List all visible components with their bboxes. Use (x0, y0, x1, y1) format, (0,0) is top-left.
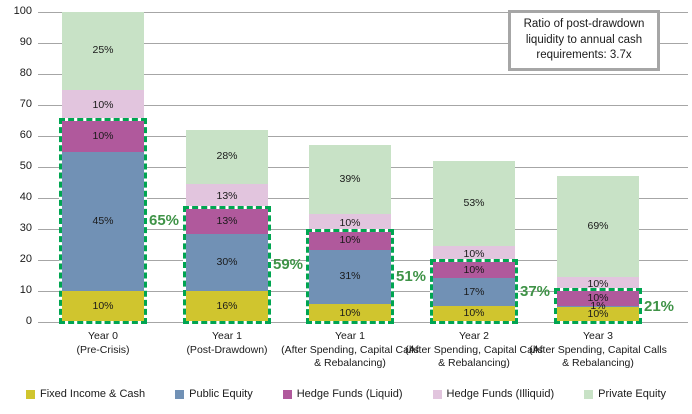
y-axis-tick-label: 80 (19, 67, 32, 79)
bar-segment (433, 262, 515, 279)
category-year-label: Year 0 (88, 330, 118, 342)
y-axis-tick-label: 100 (13, 5, 32, 17)
y-axis-tick-label: 40 (19, 191, 32, 203)
legend-item: Hedge Funds (Illiquid) (432, 388, 555, 400)
gridline (38, 12, 688, 13)
bar-segment (62, 151, 144, 291)
bar-segment (433, 278, 515, 306)
liquidity-highlight-box (430, 259, 518, 324)
bar-segment (309, 231, 391, 250)
y-axis-tick-label: 20 (19, 253, 32, 265)
liquidity-percent-label: 37% (520, 283, 551, 301)
liquidity-highlight-box (183, 205, 271, 324)
bar-segment (557, 176, 639, 277)
bar-segment (433, 160, 515, 247)
gridline (38, 136, 688, 137)
category-year-label: Year 1 (335, 330, 365, 342)
legend-item: Public Equity (175, 388, 253, 400)
gridline (38, 43, 688, 44)
category-sub-label: (Pre-Crisis) (76, 343, 130, 356)
bar-segment (309, 249, 391, 305)
bar-segment (186, 129, 268, 184)
liquidity-percent-label: 59% (273, 256, 304, 274)
liquidity-highlight-box (306, 228, 394, 324)
category-year-label: Year 2 (459, 330, 489, 342)
bar-segment (62, 89, 144, 121)
bar-segment (557, 307, 639, 322)
x-axis-category-label: Year 2 (After Spending, Capital Calls & R… (404, 330, 544, 371)
category-sub-label: (Post-Drawdown) (186, 343, 268, 356)
bar-segment (62, 12, 144, 90)
category-year-label: Year 1 (212, 330, 242, 342)
bar-segment (433, 246, 515, 263)
annotation-text: Ratio of post-drawdown liquidity to annu… (523, 18, 645, 62)
x-axis-category-label: Year 1 (After Spending, Capital Calls & R… (280, 330, 420, 371)
y-axis-tick-label: 70 (19, 98, 32, 110)
liquidity-highlight-box (59, 117, 147, 324)
bar-segment (557, 305, 639, 308)
legend-item-label: Private Equity (598, 388, 667, 400)
legend-color-swatch (584, 389, 594, 399)
legend-item-label: Hedge Funds (Illiquid) (446, 388, 555, 400)
gridline (38, 105, 688, 106)
legend-color-swatch (175, 389, 185, 399)
legend-item-label: Public Equity (189, 388, 253, 400)
y-axis-tick-label: 90 (19, 36, 32, 48)
bar-segment (309, 304, 391, 322)
y-axis-tick-label: 0 (25, 315, 32, 327)
liquidity-percent-label: 21% (644, 297, 675, 315)
liquidity-percent-label: 51% (396, 267, 427, 285)
bar-segment (309, 145, 391, 215)
y-axis-tick-label: 30 (19, 222, 32, 234)
liquidity-percent-label: 65% (149, 212, 180, 230)
category-sub-label: (After Spending, Capital Calls & Rebalan… (281, 343, 419, 370)
category-sub-label: (After Spending, Capital Calls & Rebalan… (529, 343, 667, 370)
legend-item: Private Equity (584, 388, 666, 400)
legend-item-label: Hedge Funds (Liquid) (296, 388, 403, 400)
y-axis-tick-label: 10 (19, 284, 32, 296)
bar-segment (62, 291, 144, 322)
bar-segment (186, 291, 268, 322)
legend-color-swatch (432, 389, 442, 399)
bar-segment (186, 208, 268, 234)
bar-segment (186, 183, 268, 209)
chart-legend: Fixed Income & Cash Public Equity Hedge Fu… (0, 388, 692, 400)
x-axis-category-label: Year 1 (Post-Drawdown) (157, 330, 297, 357)
category-sub-label: (After Spending, Capital Calls & Rebalan… (405, 343, 543, 370)
legend-item: Fixed Income & Cash (25, 388, 146, 400)
legend-color-swatch (282, 389, 292, 399)
bar-segment (309, 214, 391, 232)
legend-color-swatch (25, 389, 35, 399)
legend-item: Hedge Funds (Liquid) (282, 388, 403, 400)
bar-segment (557, 276, 639, 292)
bar-segment (433, 305, 515, 322)
legend-item-label: Fixed Income & Cash (39, 388, 146, 400)
category-year-label: Year 3 (583, 330, 613, 342)
bar-segment (62, 120, 144, 152)
y-axis-tick-label: 50 (19, 160, 32, 172)
bar-segment (557, 291, 639, 306)
x-axis-category-label: Year 0 (Pre-Crisis) (33, 330, 173, 357)
annotation-box: Ratio of post-drawdown liquidity to annu… (508, 10, 660, 71)
bar-segment (186, 233, 268, 292)
gridline (38, 74, 688, 75)
liquidity-highlight-box (554, 288, 642, 324)
x-axis-category-label: Year 3 (After Spending, Capital Calls & R… (528, 330, 668, 371)
y-axis-tick-label: 60 (19, 129, 32, 141)
